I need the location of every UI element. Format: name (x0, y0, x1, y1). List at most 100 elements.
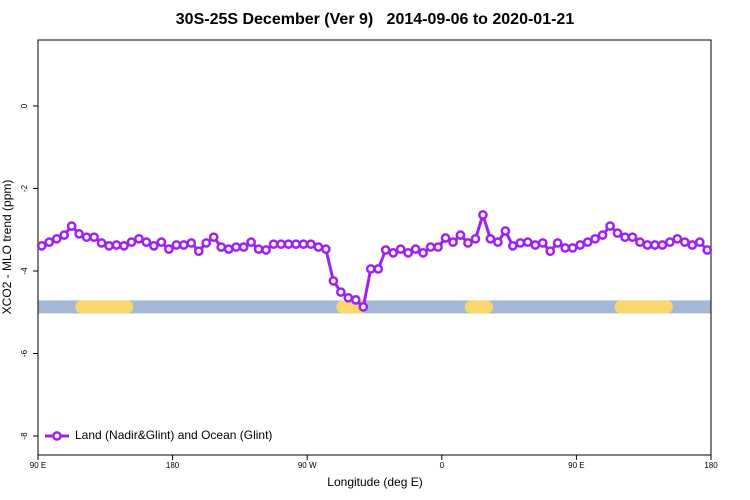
data-point (81, 232, 92, 243)
data-point (470, 233, 481, 244)
data-point (253, 244, 264, 255)
data-point (119, 240, 129, 251)
data-point (425, 242, 436, 252)
data-point (665, 237, 675, 247)
data-point (612, 228, 623, 238)
data-point (485, 233, 496, 244)
data-point (650, 240, 660, 250)
data-point (395, 244, 406, 255)
data-point (575, 240, 585, 250)
y-tick-label: -4 (20, 267, 29, 275)
y-axis-label: XCO2 - MLO trend (ppm) (0, 180, 14, 315)
data-point (343, 292, 354, 303)
data-point (268, 239, 279, 250)
data-point (321, 244, 331, 255)
data-point (193, 246, 204, 257)
land-band (614, 300, 673, 314)
y-tick-label: 0 (20, 103, 29, 108)
data-point (380, 245, 391, 255)
data-point (298, 239, 309, 250)
data-point (66, 221, 77, 231)
data-point (231, 242, 242, 252)
data-point (36, 240, 47, 251)
data-point (291, 239, 301, 250)
data-point (313, 242, 324, 252)
data-point (672, 233, 683, 244)
data-point (687, 240, 698, 250)
data-point (388, 248, 399, 258)
y-tick-label: -8 (20, 432, 29, 440)
data-point (223, 244, 234, 255)
data-point (171, 240, 182, 250)
data-point (104, 240, 114, 251)
legend-label: Land (Nadir&Glint) and Ocean (Glint) (75, 428, 272, 442)
data-point (365, 264, 376, 274)
data-point (149, 240, 159, 251)
data-point (59, 230, 70, 240)
data-point (328, 276, 339, 286)
data-point (156, 237, 167, 247)
data-point (261, 245, 271, 255)
x-tick-label: 180 (166, 461, 180, 470)
x-tick-label: 0 (440, 461, 445, 470)
data-point (635, 237, 645, 247)
data-point (433, 242, 443, 252)
x-tick-label: 90 W (298, 461, 317, 470)
data-point (515, 238, 526, 248)
x-axis-label: Longitude (deg E) (327, 475, 422, 489)
data-point (478, 210, 488, 220)
data-point (679, 237, 690, 247)
data-point (418, 248, 428, 258)
data-point (537, 238, 548, 248)
data-point (455, 230, 466, 240)
data-point (507, 240, 518, 251)
x-tick-label: 90 E (568, 461, 584, 470)
data-point (111, 240, 122, 250)
data-point (336, 287, 346, 297)
x-tick-label: 180 (704, 461, 718, 470)
chart-title: 30S-25S December (Ver 9) 2014-09-06 to 2… (176, 11, 575, 28)
data-point (178, 240, 189, 250)
data-point (620, 232, 630, 243)
data-point (164, 244, 174, 255)
data-point (216, 242, 227, 252)
data-point (597, 230, 608, 240)
data-point (500, 226, 511, 236)
data-point (96, 238, 107, 248)
plot-frame (37, 39, 712, 456)
data-point (246, 237, 256, 247)
data-point (141, 237, 152, 247)
data-point (201, 238, 212, 248)
data-point (403, 248, 413, 258)
data-point (44, 237, 55, 247)
data-point (410, 244, 421, 255)
data-point (657, 240, 668, 250)
data-point (283, 239, 294, 250)
y-tick-label: -6 (20, 349, 29, 357)
legend-marker (52, 431, 62, 441)
data-point (74, 229, 84, 239)
data-point (552, 238, 563, 248)
data-point (306, 239, 316, 250)
data-point (350, 295, 361, 305)
land-band (464, 300, 494, 314)
data-point (642, 240, 653, 250)
data-point (605, 221, 615, 231)
data-point (582, 237, 593, 247)
data-point (276, 239, 286, 250)
land-band (75, 300, 134, 314)
data-point (373, 264, 384, 274)
data-point (134, 233, 144, 244)
data-point (440, 233, 451, 243)
data-point (545, 246, 556, 257)
data-point (627, 232, 638, 243)
data-point (51, 233, 62, 244)
data-point (89, 232, 99, 243)
data-point (694, 237, 705, 247)
data-point (522, 237, 533, 247)
data-point (560, 243, 571, 253)
data-point (208, 232, 219, 243)
data-point (126, 237, 137, 247)
y-tick-label: -2 (20, 184, 29, 192)
